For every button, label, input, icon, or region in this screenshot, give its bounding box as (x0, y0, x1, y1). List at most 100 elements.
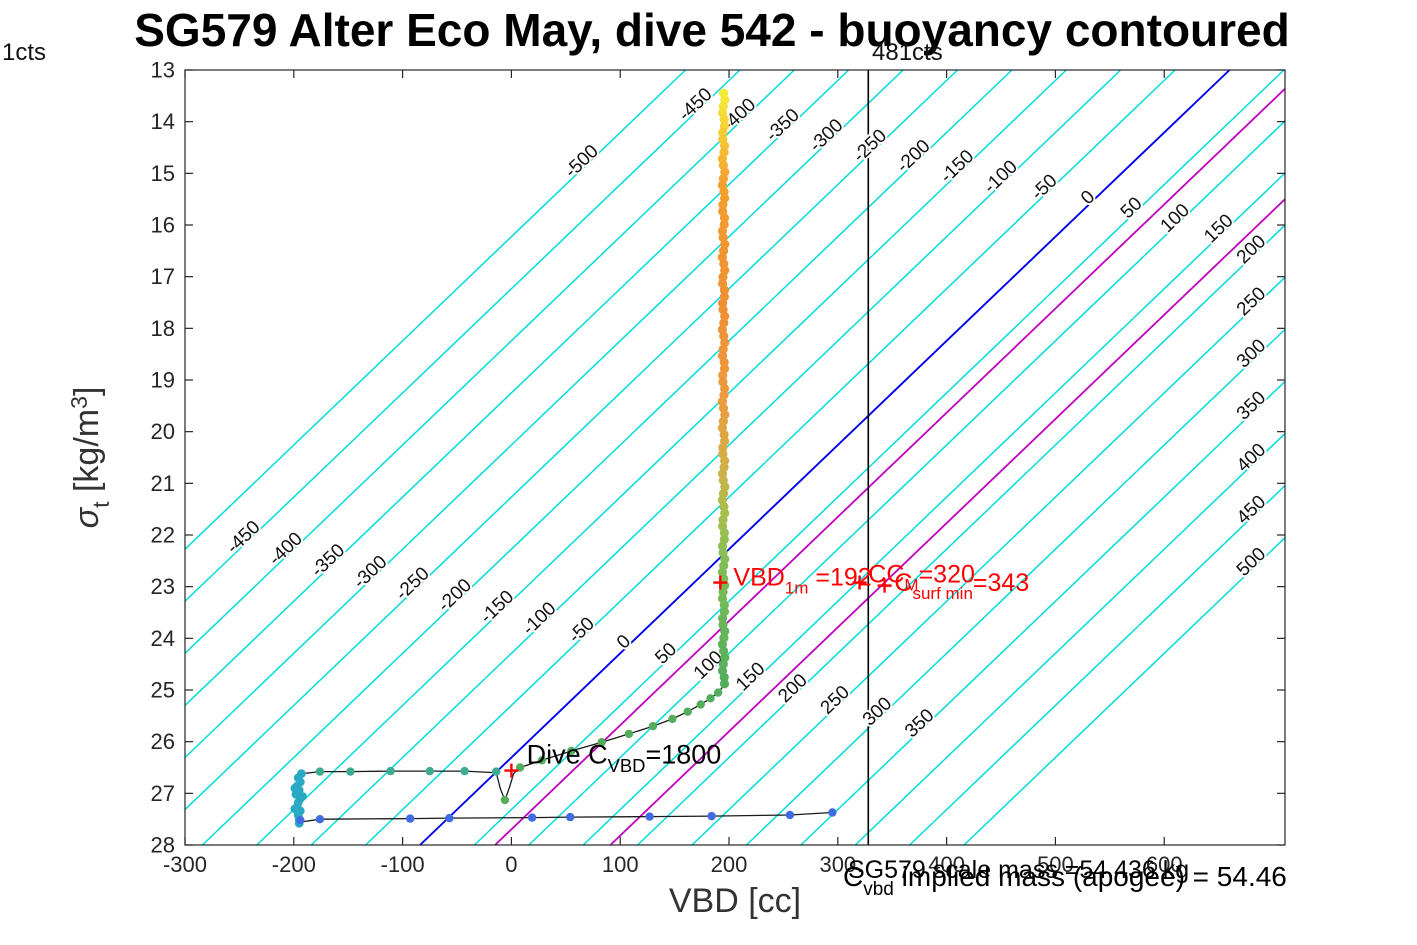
x-tick-label: -100 (381, 852, 425, 877)
y-tick-label: 22 (151, 523, 175, 548)
scatter-point (718, 515, 728, 525)
footer-annotation-scale-mass: SG579 scale mass =54.436 kg (848, 856, 1189, 884)
annotation-dive-cvbd: Dive CVBD=1800 (527, 739, 722, 776)
scatter-point (713, 688, 723, 697)
contour-line (201, 69, 1013, 846)
annotation-vbd-1m: VBD1m =192 (733, 564, 871, 598)
contour-label: -50 (565, 613, 599, 647)
contour-line (963, 537, 1286, 846)
y-tick-label: 26 (151, 729, 175, 754)
scatter-point (718, 298, 728, 308)
contour-label: 200 (774, 670, 811, 707)
scatter-point (386, 766, 395, 776)
contour-line (310, 69, 1122, 846)
red-plus-markers (504, 575, 892, 778)
contour-line (854, 432, 1286, 846)
contour-line (184, 69, 959, 811)
contour-label: 450 (1233, 492, 1270, 529)
scatter-point (296, 816, 305, 825)
x-tick-label: 300 (819, 852, 856, 877)
scatter-point (719, 600, 729, 610)
contour-line (184, 69, 795, 654)
special-contour-line (609, 198, 1286, 846)
y-tick-label: 14 (151, 109, 175, 134)
footer-annotation-implied-mass: Cvbd implied mass (apogee) = 54.46 (843, 861, 1287, 900)
scatter-point (718, 443, 728, 453)
x-tick-label: 400 (928, 852, 965, 877)
contour-label: 50 (651, 639, 681, 669)
contour-line (419, 69, 1231, 846)
series-dive-profile-strip (717, 88, 730, 689)
contour-line (365, 69, 1176, 846)
series-apogee-curve (500, 688, 723, 805)
contour-line (800, 380, 1286, 846)
contour-label: 350 (1233, 387, 1270, 424)
annotation-cc-m: CCM=320 (868, 561, 975, 595)
scatter-point (718, 128, 728, 138)
scatter-point (718, 370, 728, 380)
scatter-point (718, 200, 728, 210)
scatter-point (315, 815, 325, 824)
contour-line (909, 485, 1286, 846)
scatter-point (707, 811, 716, 821)
contour-line (184, 69, 850, 706)
scatter-point (597, 738, 606, 747)
x-tick-label: -300 (163, 852, 207, 877)
contour-label: -500 (561, 141, 603, 182)
scatter-point (315, 767, 325, 776)
scatter-point (719, 213, 730, 223)
contour-line (582, 172, 1286, 846)
scatter-point (719, 672, 729, 682)
contour-label: -50 (1027, 170, 1061, 204)
contour-line (184, 69, 904, 759)
scatter-point (290, 783, 300, 793)
contour-label: -250 (392, 563, 434, 604)
contour-line (691, 276, 1286, 846)
contour-line (745, 328, 1286, 846)
contour-label: 150 (732, 658, 769, 695)
scatter-point (720, 141, 730, 151)
vbd-line-counts-label: 481cts (872, 39, 943, 66)
contour-label: 250 (1233, 283, 1270, 320)
contour-line (473, 69, 1285, 846)
scatter-point (445, 813, 454, 823)
contour-label: 300 (859, 693, 896, 730)
contour-label: -350 (762, 105, 804, 146)
contour-label: 300 (1233, 335, 1270, 372)
scatter-point (718, 272, 728, 282)
contour-label: 250 (817, 682, 854, 719)
y-tick-label: 15 (151, 161, 175, 186)
scatter-point (706, 694, 715, 703)
scatter-point (346, 767, 355, 776)
contour-label: -150 (936, 146, 978, 187)
scatter-point (719, 357, 729, 367)
contour-lines (184, 69, 1286, 846)
x-tick-label: 100 (602, 852, 639, 877)
scatter-point (648, 722, 658, 731)
x-tick-label: 600 (1146, 852, 1183, 877)
contour-label: 350 (901, 705, 938, 742)
contour-line (637, 224, 1286, 846)
series-surface-cluster (290, 769, 307, 828)
contour-line (184, 69, 741, 602)
special-contour-line (494, 88, 1286, 846)
scatter-point (718, 613, 728, 623)
contour-label: -300 (349, 552, 391, 593)
series-flat-row (315, 766, 501, 776)
contour-label: -100 (518, 598, 560, 639)
scatter-point (668, 714, 677, 724)
series-deep-row (296, 808, 837, 825)
contour-label: 500 (1233, 544, 1270, 581)
plus-marker (877, 578, 892, 593)
y-tick-label: 20 (151, 419, 175, 444)
y-tick-label: 27 (151, 781, 175, 806)
x-axis-label: VBD [cc] (669, 882, 801, 920)
scatter-point (719, 679, 730, 689)
scatter-point (566, 812, 575, 822)
scatter-point (460, 766, 469, 776)
contour-line (184, 69, 687, 550)
annotation-c-surf-min: Csurf min=343 (894, 569, 1029, 603)
plus-marker (713, 575, 728, 590)
contour-label: -200 (434, 575, 476, 616)
scatter-point (719, 114, 729, 125)
